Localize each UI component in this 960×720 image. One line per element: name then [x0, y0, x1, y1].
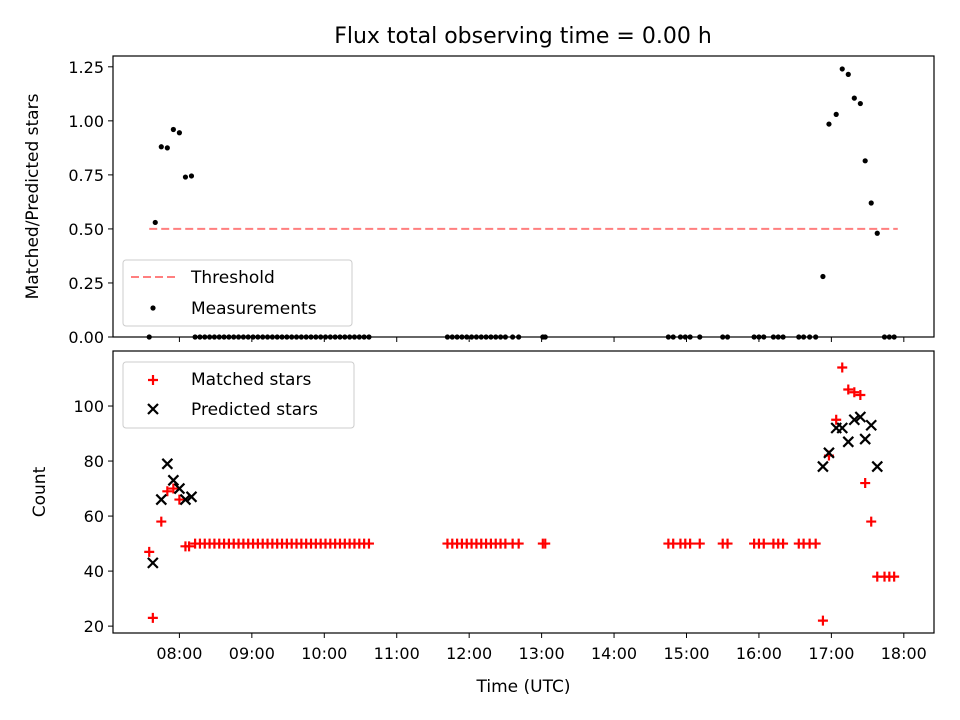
- y-tick-label: 40: [84, 562, 104, 581]
- matched-star-point: [889, 571, 900, 582]
- measurement-point: [170, 126, 176, 133]
- matched-star-point: [174, 494, 185, 505]
- predicted-star-point: [823, 447, 835, 459]
- matched-star-point: [722, 538, 733, 549]
- matched-star-point: [184, 541, 195, 552]
- predicted-star-point: [161, 458, 174, 470]
- matched-star-point: [694, 538, 705, 549]
- predicted-star-point: [817, 460, 829, 473]
- chart-title: Flux total observing time = 0.00 h: [334, 24, 712, 49]
- measurement-point: [839, 66, 845, 72]
- x-tick-label: 18:00: [881, 644, 927, 663]
- y-tick-label: 80: [84, 452, 104, 471]
- y-tick-label: 1.00: [68, 112, 104, 131]
- predicted-star-point: [155, 493, 168, 506]
- x-tick-label: 11:00: [374, 644, 420, 663]
- measurement-point: [826, 121, 832, 127]
- matched-star-point: [860, 478, 871, 489]
- matched-star-point: [758, 538, 769, 549]
- predicted-star-point: [185, 491, 198, 503]
- predicted-star-point: [859, 433, 871, 445]
- y-tick-label: 100: [73, 397, 104, 416]
- y-tick-label: 0.75: [68, 166, 104, 185]
- legend-box: [122, 361, 355, 429]
- measurement-point: [862, 158, 868, 164]
- measurement-point: [182, 174, 189, 180]
- legend-matched-swatch: [148, 375, 158, 385]
- legend-threshold-label: Threshold: [190, 268, 275, 288]
- axes-frame: [112, 350, 935, 634]
- matched-star-point: [810, 538, 821, 549]
- matched-star-point: [855, 390, 866, 401]
- matched-star-point: [168, 483, 179, 494]
- predicted-star-point: [842, 436, 855, 448]
- predicted-star-point: [836, 422, 849, 434]
- measurement-point: [152, 219, 158, 226]
- measurement-point: [188, 173, 195, 179]
- legend-matched-label: Matched stars: [191, 370, 311, 390]
- measurement-point: [845, 71, 851, 77]
- predicted-star-point: [854, 411, 867, 423]
- measurement-point: [176, 130, 183, 136]
- measurement-point: [868, 200, 874, 206]
- matched-star-point: [513, 538, 524, 549]
- predicted-star-point: [871, 460, 884, 473]
- predicted-star-point: [865, 419, 877, 432]
- x-tick-label: 17:00: [808, 644, 854, 663]
- matched-star-point: [843, 384, 854, 395]
- y-tick-label: 20: [84, 617, 104, 636]
- x-tick-label: 15:00: [663, 644, 709, 663]
- legend-box: [122, 259, 353, 327]
- measurement-point: [851, 95, 857, 101]
- count-panel: 20 40 60 80 100 08:00 09:00 10:00 11:00 12:00 13:0…: [30, 350, 935, 697]
- matched-star-point: [162, 486, 173, 497]
- measurement-point: [833, 111, 839, 117]
- matched-star-point: [156, 516, 167, 527]
- matched-star-point: [147, 612, 158, 623]
- legend-predicted-label: Predicted stars: [191, 400, 318, 420]
- measurement-point: [820, 273, 826, 280]
- axes-frame: [112, 55, 935, 338]
- predicted-star-point: [167, 474, 180, 487]
- y-tick-label: 0.50: [68, 220, 104, 239]
- matched-star-point: [817, 615, 828, 626]
- x-tick-label: 16:00: [736, 644, 782, 663]
- y-tick-label: 60: [84, 507, 104, 526]
- x-tick-label: 14:00: [591, 644, 637, 663]
- matched-star-point: [849, 387, 860, 398]
- x-axis-label: Time (UTC): [476, 677, 571, 697]
- predicted-star-point: [848, 414, 861, 426]
- matched-star-point: [866, 516, 877, 527]
- matched-star-point: [831, 414, 842, 425]
- measurement-point: [158, 144, 164, 150]
- y-tick-label: 1.25: [68, 58, 104, 77]
- measurement-point: [164, 145, 170, 151]
- y-axis-label: Count: [30, 466, 50, 517]
- matched-star-point: [685, 538, 696, 549]
- matched-star-point: [144, 546, 155, 557]
- y-axis-label: Matched/Predicted stars: [23, 93, 43, 299]
- matched-star-point: [778, 538, 789, 549]
- measurement-point: [857, 100, 863, 107]
- y-tick-label: 0.25: [68, 274, 104, 293]
- x-tick-label: 13:00: [519, 644, 565, 663]
- x-tick-label: 12:00: [446, 644, 492, 663]
- predicted-star-point: [147, 557, 159, 569]
- x-tick-label: 08:00: [156, 644, 202, 663]
- x-tick-label: 10:00: [301, 644, 347, 663]
- legend-measurements-swatch: [150, 305, 156, 311]
- matched-star-point: [363, 538, 374, 549]
- predicted-star-point: [173, 482, 186, 495]
- matched-star-point: [540, 538, 551, 549]
- ratio-panel: 0.00 0.25 0.50 0.75 1.00 1.25 Matched/Predicte…: [23, 55, 935, 347]
- measurement-point: [874, 230, 880, 236]
- y-tick-label: 0.00: [68, 328, 104, 347]
- legend-measurements-label: Measurements: [191, 299, 317, 319]
- predicted-star-point: [179, 493, 192, 506]
- x-tick-label: 09:00: [229, 644, 275, 663]
- matched-star-point: [837, 362, 848, 373]
- legend-predicted-swatch: [147, 403, 159, 415]
